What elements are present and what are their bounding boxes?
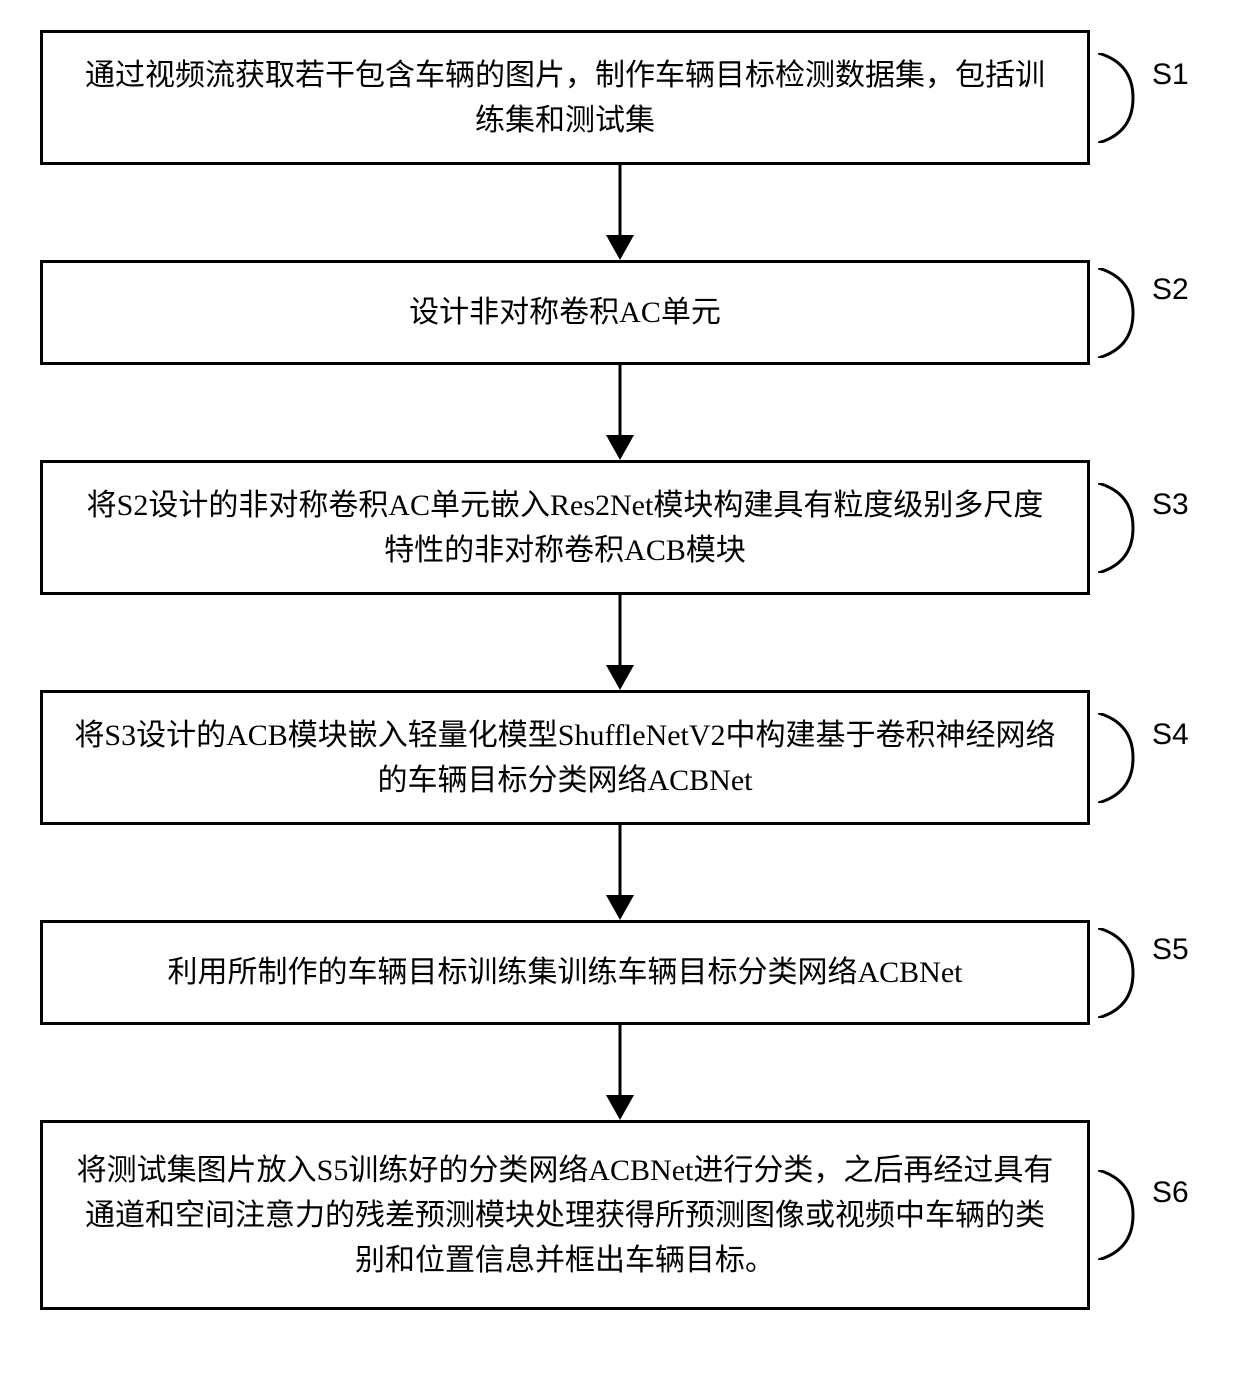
step-id: S2 xyxy=(1152,273,1189,307)
step-box-s4: 将S3设计的ACB模块嵌入轻量化模型ShuffleNetV2中构建基于卷积神经网… xyxy=(40,690,1090,825)
step-label-s1: S1 xyxy=(1098,53,1189,143)
step-label-s4: S4 xyxy=(1098,713,1189,803)
step-id: S1 xyxy=(1152,58,1189,92)
bracket-icon xyxy=(1098,928,1148,1018)
bracket-icon xyxy=(1098,1170,1148,1260)
step-label-s5: S5 xyxy=(1098,928,1189,1018)
bracket-icon xyxy=(1098,713,1148,803)
step-id: S4 xyxy=(1152,718,1189,752)
step-row: 设计非对称卷积AC单元 S2 xyxy=(40,260,1200,365)
step-row: 通过视频流获取若干包含车辆的图片，制作车辆目标检测数据集，包括训练集和测试集 S… xyxy=(40,30,1200,165)
step-text: 利用所制作的车辆目标训练集训练车辆目标分类网络ACBNet xyxy=(168,950,963,995)
arrow-down-icon xyxy=(600,365,640,460)
arrow xyxy=(95,365,1145,460)
arrow xyxy=(95,1025,1145,1120)
step-label-s3: S3 xyxy=(1098,483,1189,573)
step-box-s1: 通过视频流获取若干包含车辆的图片，制作车辆目标检测数据集，包括训练集和测试集 xyxy=(40,30,1090,165)
arrow-down-icon xyxy=(600,165,640,260)
bracket-icon xyxy=(1098,268,1148,358)
step-text: 将S2设计的非对称卷积AC单元嵌入Res2Net模块构建具有粒度级别多尺度特性的… xyxy=(73,483,1057,573)
step-id: S5 xyxy=(1152,933,1189,967)
step-id: S6 xyxy=(1152,1176,1189,1210)
arrow xyxy=(95,165,1145,260)
step-box-s3: 将S2设计的非对称卷积AC单元嵌入Res2Net模块构建具有粒度级别多尺度特性的… xyxy=(40,460,1090,595)
step-id: S3 xyxy=(1152,488,1189,522)
arrow xyxy=(95,825,1145,920)
bracket-icon xyxy=(1098,483,1148,573)
step-box-s6: 将测试集图片放入S5训练好的分类网络ACBNet进行分类，之后再经过具有通道和空… xyxy=(40,1120,1090,1310)
step-box-s5: 利用所制作的车辆目标训练集训练车辆目标分类网络ACBNet xyxy=(40,920,1090,1025)
step-text: 通过视频流获取若干包含车辆的图片，制作车辆目标检测数据集，包括训练集和测试集 xyxy=(73,53,1057,143)
step-text: 设计非对称卷积AC单元 xyxy=(409,290,721,335)
step-row: 将测试集图片放入S5训练好的分类网络ACBNet进行分类，之后再经过具有通道和空… xyxy=(40,1120,1200,1310)
arrow-down-icon xyxy=(600,825,640,920)
arrow-down-icon xyxy=(600,1025,640,1120)
step-box-s2: 设计非对称卷积AC单元 xyxy=(40,260,1090,365)
arrow xyxy=(95,595,1145,690)
flowchart-container: 通过视频流获取若干包含车辆的图片，制作车辆目标检测数据集，包括训练集和测试集 S… xyxy=(0,0,1240,1340)
bracket-icon xyxy=(1098,53,1148,143)
step-text: 将测试集图片放入S5训练好的分类网络ACBNet进行分类，之后再经过具有通道和空… xyxy=(73,1148,1057,1283)
step-label-s6: S6 xyxy=(1098,1170,1189,1260)
step-row: 利用所制作的车辆目标训练集训练车辆目标分类网络ACBNet S5 xyxy=(40,920,1200,1025)
step-label-s2: S2 xyxy=(1098,268,1189,358)
arrow-down-icon xyxy=(600,595,640,690)
step-row: 将S2设计的非对称卷积AC单元嵌入Res2Net模块构建具有粒度级别多尺度特性的… xyxy=(40,460,1200,595)
step-row: 将S3设计的ACB模块嵌入轻量化模型ShuffleNetV2中构建基于卷积神经网… xyxy=(40,690,1200,825)
step-text: 将S3设计的ACB模块嵌入轻量化模型ShuffleNetV2中构建基于卷积神经网… xyxy=(73,713,1057,803)
